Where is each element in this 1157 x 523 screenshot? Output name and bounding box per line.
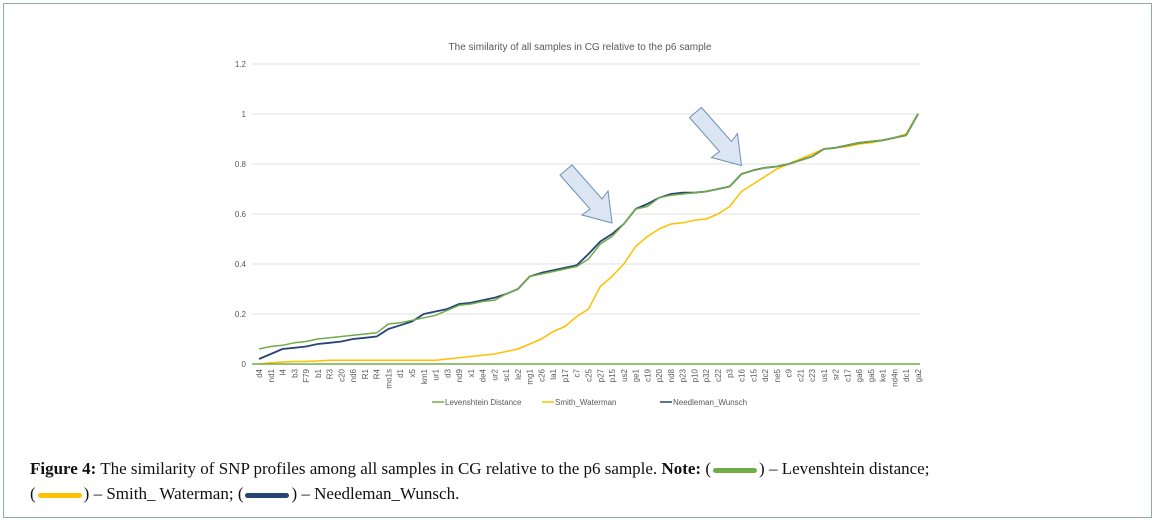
x-tick-label: p10 [690, 368, 699, 382]
x-tick-label: dc2 [761, 368, 770, 381]
series-line-smith-waterman [258, 113, 919, 365]
legend-swatch-levenshtein [713, 467, 758, 473]
x-tick-label: ke1 [879, 368, 888, 381]
x-tick-label: d1 [396, 368, 405, 377]
x-tick-label: F79 [302, 368, 311, 382]
x-tick-label: b1 [314, 368, 323, 377]
legend-swatch-smith [37, 492, 82, 498]
x-tick-label: c23 [808, 368, 817, 381]
caption-note-label: Note: [661, 459, 702, 478]
x-tick-label: c21 [796, 368, 805, 381]
x-tick-label: p32 [702, 368, 711, 382]
legend-label: Levenshtein Distance [445, 398, 522, 407]
x-tick-label: c15 [749, 368, 758, 381]
x-tick-label: p27 [596, 368, 605, 382]
x-tick-label: c20 [337, 368, 346, 381]
x-tick-label: R3 [326, 368, 335, 379]
x-tick-label: c7 [573, 368, 582, 377]
x-tick-label: sc1 [502, 368, 511, 381]
y-tick-label: 0.4 [235, 260, 247, 269]
y-tick-label: 0.2 [235, 310, 247, 319]
x-tick-label: km1 [420, 368, 429, 384]
x-tick-label: d3 [443, 368, 452, 377]
x-tick-label: de4 [479, 368, 488, 382]
caption-label: Figure 4: [30, 459, 97, 478]
x-tick-label: ga6 [855, 368, 864, 382]
y-tick-label: 1.2 [235, 60, 247, 69]
x-tick-label: b3 [290, 368, 299, 377]
caption-sw: – Smith_ Waterman; [93, 484, 234, 503]
x-tick-label: nd4n [890, 369, 899, 387]
x-tick-label: c26 [537, 368, 546, 381]
x-tick-label: ur2 [490, 368, 499, 380]
x-tick-label: ne5 [773, 368, 782, 382]
x-tick-label: us2 [620, 368, 629, 381]
x-tick-label: d4 [255, 368, 264, 377]
x-tick-label: ga2 [914, 368, 923, 382]
x-tick-label: ga5 [867, 368, 876, 382]
x-tick-label: R1 [361, 368, 370, 379]
caption-nw: – Needleman_Wunsch. [301, 484, 460, 503]
y-tick-label: 0.6 [235, 210, 247, 219]
x-tick-label: le2 [514, 368, 523, 379]
x-tick-label: dc1 [902, 368, 911, 381]
x-tick-label: c25 [585, 368, 594, 381]
x-tick-label: la1 [549, 368, 558, 379]
x-tick-label: ge1 [632, 368, 641, 382]
x-tick-label: x5 [408, 368, 417, 377]
figure-caption: Figure 4: The similarity of SNP profiles… [30, 459, 930, 503]
x-tick-label: p15 [608, 368, 617, 382]
x-tick-label: nd6 [349, 368, 358, 382]
x-tick-label: mg1 [526, 368, 535, 384]
x-tick-label: p3 [726, 368, 735, 377]
x-tick-label: nd1 [267, 368, 276, 382]
caption-lev: – Levenshtein distance; [768, 459, 930, 478]
x-tick-label: p17 [561, 368, 570, 382]
x-tick-label: l4 [279, 368, 288, 375]
chart-title: The similarity of all samples in CG rela… [449, 42, 712, 53]
y-tick-label: 0 [242, 360, 247, 369]
x-tick-label: p20 [655, 368, 664, 382]
arrow-annotation-c16 [688, 106, 743, 167]
x-tick-label: c16 [737, 368, 746, 381]
x-tick-label: mo1s [384, 369, 393, 389]
x-tick-label: ur1 [432, 368, 441, 380]
x-tick-label: c17 [843, 368, 852, 381]
series-line-levenshtein-distance [258, 113, 919, 350]
x-tick-label: sr2 [832, 368, 841, 380]
caption-text: The similarity of SNP profiles among all… [100, 459, 658, 478]
x-tick-label: p23 [679, 368, 688, 382]
legend-label: Needleman_Wunsch [673, 398, 747, 407]
x-tick-label: c9 [785, 368, 794, 377]
y-tick-label: 1 [242, 110, 247, 119]
line-chart: The similarity of all samples in CG rela… [235, 42, 923, 407]
legend-swatch-needleman [245, 492, 290, 498]
x-tick-label: nd8 [667, 368, 676, 382]
legend-label: Smith_Waterman [555, 398, 617, 407]
x-tick-label: nd9 [455, 368, 464, 382]
x-tick-label: c22 [714, 368, 723, 381]
arrow-annotation-p15 [559, 164, 613, 224]
x-tick-label: R4 [373, 368, 382, 379]
x-tick-label: x1 [467, 368, 476, 377]
x-tick-label: us1 [820, 368, 829, 381]
figure-frame [3, 3, 1152, 518]
x-tick-label: c19 [643, 368, 652, 381]
y-tick-label: 0.8 [235, 160, 247, 169]
